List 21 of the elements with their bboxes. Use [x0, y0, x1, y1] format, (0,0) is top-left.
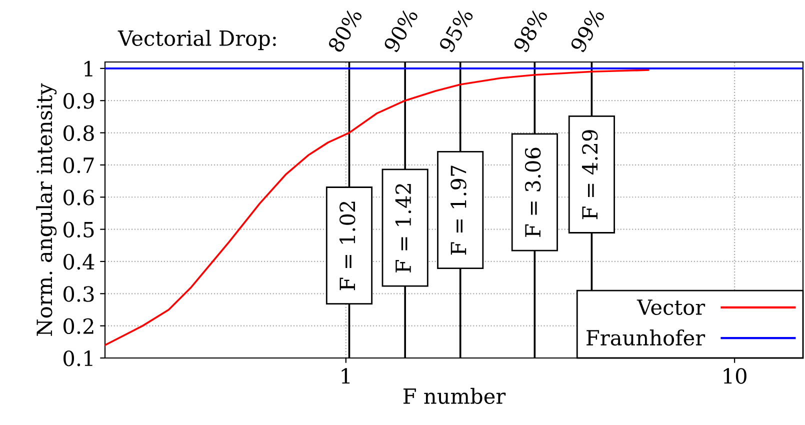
y-tick-label: 0.7: [64, 157, 94, 174]
y-tick-label: 0.9: [64, 93, 94, 109]
y-tick-label: 0.4: [64, 254, 94, 270]
ref-line-label: F = 4.29: [582, 130, 598, 220]
legend-label: Fraunhofer: [586, 330, 706, 346]
y-tick-label: 0.2: [64, 318, 94, 334]
text: Vectorial Drop:: [118, 30, 276, 50]
ref-line-label: F = 3.06: [524, 148, 541, 237]
x-tick-label: 10: [724, 368, 746, 384]
ref-line-label: F = 1.97: [450, 166, 466, 255]
y-axis-title: Norm. angular intensity: [36, 83, 57, 336]
y-tick-label: 0.8: [64, 125, 94, 141]
x-axis-title: F number: [404, 388, 506, 404]
y-tick-label: 0.5: [64, 222, 94, 238]
y-tick-label: 0.6: [64, 190, 94, 206]
ref-line-label: F = 1.42: [395, 184, 412, 272]
legend-label: Vector: [636, 300, 706, 316]
y-tick-label: 0.1: [64, 350, 92, 366]
ref-line-label: F = 1.02: [340, 202, 356, 290]
y-tick-label: 0.3: [64, 286, 94, 302]
y-tick-label: 1: [84, 60, 92, 76]
